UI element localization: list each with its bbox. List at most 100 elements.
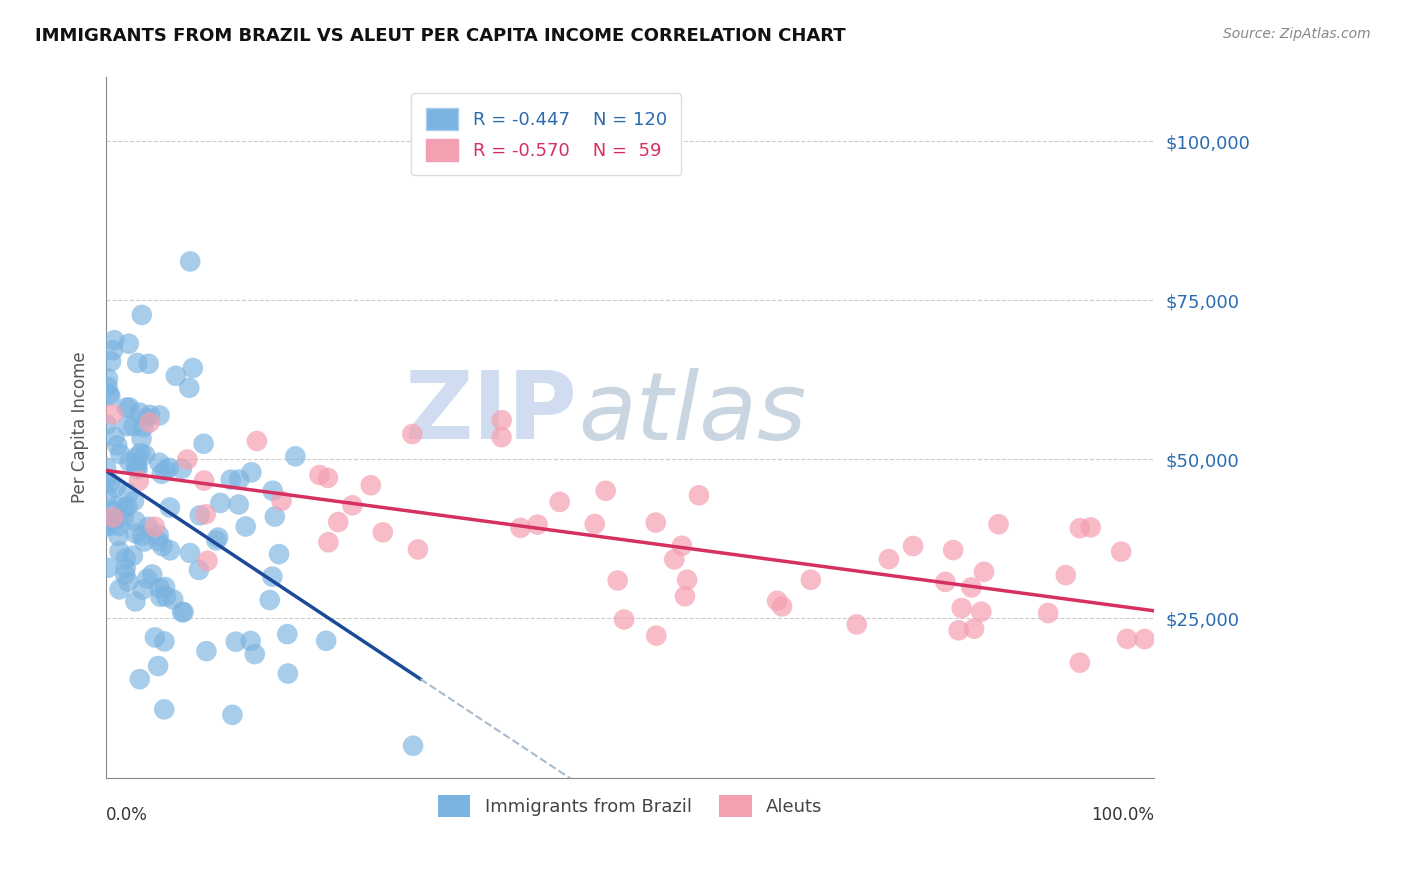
- Point: [108, 544, 131, 558]
- Point: [101, 510, 124, 524]
- Point: [942, 543, 965, 558]
- Point: [970, 605, 993, 619]
- Point: [118, 455, 141, 469]
- Point: [187, 563, 209, 577]
- Point: [228, 498, 250, 512]
- Point: [267, 547, 290, 561]
- Point: [845, 617, 868, 632]
- Point: [153, 702, 176, 716]
- Point: [159, 500, 181, 515]
- Point: [987, 517, 1010, 532]
- Point: [138, 416, 160, 430]
- Point: [131, 582, 153, 597]
- Point: [112, 510, 135, 524]
- Point: [103, 333, 125, 347]
- Text: ZIP: ZIP: [405, 368, 578, 459]
- Point: [973, 565, 995, 579]
- Point: [97, 371, 120, 385]
- Point: [1069, 656, 1091, 670]
- Point: [129, 406, 152, 420]
- Point: [122, 549, 145, 563]
- Point: [209, 496, 232, 510]
- Point: [188, 508, 211, 523]
- Point: [270, 493, 292, 508]
- Point: [96, 489, 118, 503]
- Point: [645, 629, 668, 643]
- Point: [235, 519, 257, 533]
- Point: [125, 459, 148, 474]
- Point: [110, 447, 132, 461]
- Point: [165, 368, 187, 383]
- Point: [526, 517, 548, 532]
- Point: [401, 427, 423, 442]
- Point: [96, 380, 118, 394]
- Point: [128, 672, 150, 686]
- Point: [157, 460, 180, 475]
- Point: [1080, 520, 1102, 534]
- Point: [155, 463, 177, 477]
- Point: [153, 634, 176, 648]
- Point: [129, 446, 152, 460]
- Point: [146, 659, 169, 673]
- Point: [135, 410, 157, 425]
- Point: [263, 509, 285, 524]
- Point: [105, 500, 128, 514]
- Point: [246, 434, 269, 448]
- Point: [243, 647, 266, 661]
- Y-axis label: Per Capita Income: Per Capita Income: [72, 351, 89, 503]
- Point: [173, 605, 195, 619]
- Point: [122, 419, 145, 434]
- Point: [963, 622, 986, 636]
- Point: [131, 529, 153, 543]
- Point: [360, 478, 382, 492]
- Point: [114, 500, 136, 515]
- Point: [101, 343, 124, 358]
- Point: [194, 508, 217, 522]
- Point: [179, 381, 201, 395]
- Point: [328, 515, 350, 529]
- Point: [134, 534, 156, 549]
- Point: [115, 401, 138, 415]
- Point: [128, 474, 150, 488]
- Point: [108, 519, 131, 533]
- Point: [100, 354, 122, 368]
- Point: [240, 466, 263, 480]
- Point: [1133, 632, 1156, 646]
- Point: [162, 592, 184, 607]
- Point: [94, 460, 117, 475]
- Point: [262, 569, 284, 583]
- Point: [117, 419, 139, 434]
- Point: [117, 500, 139, 514]
- Point: [644, 516, 666, 530]
- Point: [143, 520, 166, 534]
- Point: [284, 450, 307, 464]
- Point: [308, 468, 330, 483]
- Text: IMMIGRANTS FROM BRAZIL VS ALEUT PER CAPITA INCOME CORRELATION CHART: IMMIGRANTS FROM BRAZIL VS ALEUT PER CAPI…: [35, 27, 846, 45]
- Point: [766, 594, 789, 608]
- Point: [97, 561, 120, 575]
- Point: [114, 561, 136, 575]
- Point: [179, 546, 201, 560]
- Point: [219, 473, 242, 487]
- Point: [228, 473, 250, 487]
- Point: [342, 499, 364, 513]
- Point: [117, 486, 139, 500]
- Point: [402, 739, 425, 753]
- Point: [153, 580, 176, 594]
- Point: [159, 543, 181, 558]
- Point: [149, 409, 172, 423]
- Point: [139, 408, 162, 422]
- Point: [406, 542, 429, 557]
- Point: [149, 581, 172, 595]
- Point: [97, 514, 120, 528]
- Point: [152, 539, 174, 553]
- Point: [108, 582, 131, 597]
- Point: [901, 539, 924, 553]
- Point: [259, 593, 281, 607]
- Point: [613, 613, 636, 627]
- Point: [583, 516, 606, 531]
- Point: [197, 554, 219, 568]
- Point: [114, 551, 136, 566]
- Point: [491, 430, 513, 444]
- Point: [176, 452, 198, 467]
